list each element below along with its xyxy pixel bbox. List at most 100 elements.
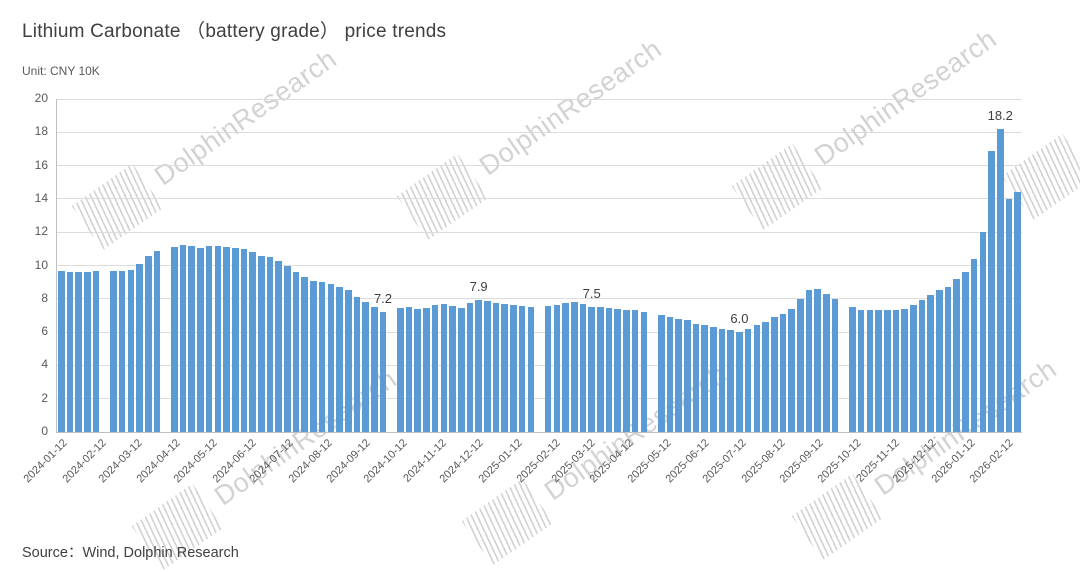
bar [110,270,117,432]
gridline [57,131,1022,133]
bar [344,290,352,432]
bar [797,298,804,432]
bar [718,328,726,432]
bar [953,278,961,432]
y-axis-tick-label: 12 [34,224,48,239]
bar [405,307,413,432]
bar [518,306,526,432]
gridline [57,331,1022,333]
bar [762,322,769,432]
y-axis-tick-label: 0 [41,424,48,438]
bar [779,313,787,432]
bar [553,304,561,432]
bar [927,295,934,432]
bar [701,325,708,432]
bar [484,301,491,432]
bar [510,305,517,432]
y-axis-tick-label: 4 [41,357,48,372]
bar [362,302,369,432]
bar [318,282,326,432]
bar [249,252,256,432]
bar [379,312,387,432]
bar [327,283,335,432]
bar [127,269,135,432]
bar [988,150,995,432]
bar [614,308,622,432]
bar-value-annotation: 18.2 [987,107,1013,123]
bar [857,309,865,432]
bar [910,305,917,432]
bar [892,310,900,432]
bar [866,310,874,432]
bar [753,325,761,432]
bar-value-annotation: 7.9 [469,279,488,295]
gridline [57,231,1022,233]
bar [197,248,204,432]
bar [996,128,1004,432]
bar [883,309,891,432]
bar [744,328,752,432]
gridline [57,98,1022,100]
bar [683,320,691,432]
bar [588,307,595,432]
source-note: Source：Wind, Dolphin Research [22,545,239,561]
bar [823,293,830,432]
gridline [57,198,1022,200]
y-axis-labels: 0 2 4 6 8 10 12 14 16 18 20 [0,0,48,572]
y-axis-tick-label: 10 [34,257,48,272]
y-axis-line [56,99,57,432]
bar [75,272,83,432]
bar [501,303,508,432]
bar [205,246,213,432]
bar [788,308,795,432]
bar [727,330,735,432]
bar [214,245,222,432]
bar [466,302,474,432]
y-axis-tick-label: 6 [41,324,48,339]
gridline [57,398,1022,400]
x-axis-labels: 2024-01-12 2024-02-12 2024-03-12 2024-04-12… [22,437,1022,537]
y-axis-tick-label: 14 [34,190,48,205]
bar [58,271,65,432]
bar [579,303,587,432]
bar [240,248,248,432]
bar [597,307,604,432]
bar [257,255,265,432]
bar [492,302,500,432]
bar [266,257,274,432]
bar [336,287,343,432]
bar [414,308,422,432]
bar [770,317,778,432]
bar [275,260,282,432]
bar [962,272,969,432]
bar [849,307,856,432]
bar [179,244,187,432]
bar [918,300,926,432]
bar-value-annotation: 7.5 [582,286,601,302]
bar-value-annotation: 6.0 [730,311,749,327]
bar [440,303,448,432]
bars-layer [57,99,1022,432]
bar [457,307,465,432]
bar [1014,192,1021,432]
bar [640,312,648,432]
gridline [57,298,1022,300]
bar [901,308,908,432]
bar [805,290,813,432]
y-axis-tick-label: 2 [41,390,48,405]
bar [310,280,317,432]
bar [475,300,482,432]
bar [171,247,178,432]
gridline [57,265,1022,266]
bar [223,247,230,432]
bar [979,232,987,432]
bar [449,306,456,432]
y-axis-tick-label: 18 [34,124,48,139]
bar [970,258,978,432]
gridline [57,364,1022,366]
bar [814,288,821,432]
bar [710,327,717,432]
bar [1005,198,1013,432]
bar [353,297,361,432]
